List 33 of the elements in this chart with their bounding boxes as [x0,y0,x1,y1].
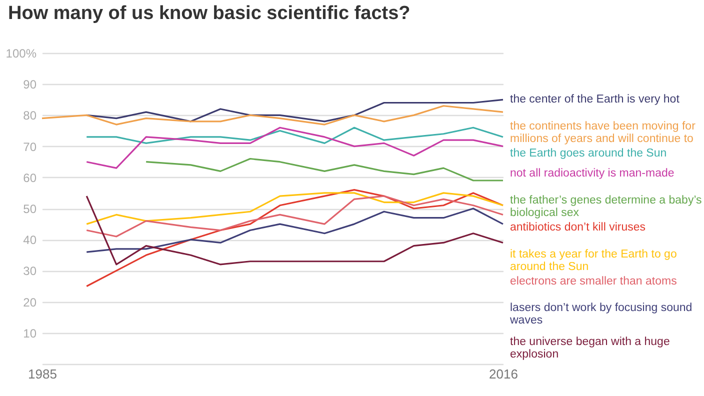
y-tick-label: 70 [23,140,37,154]
text: the universe began with a huge explosion [510,336,670,360]
x-tick-label: 2016 [489,366,518,382]
text: it takes a year for the Earth to go around the Sun [510,248,677,273]
line-series [41,105,504,126]
y-tick-label: 40 [23,233,37,248]
y-tick-label: 90 [23,78,37,92]
series-label: antibiotics don’t kill viruses [510,221,646,234]
line-series [86,189,504,288]
line-series [86,126,504,144]
y-tick-label: 60 [23,170,37,185]
y-tick-label: 30 [23,264,37,278]
series-label: not all radioactivity is man-made [510,168,674,180]
line-series [86,192,504,225]
line-series [86,195,504,238]
y-tick-label: 50 [23,202,37,216]
y-tick-label: 10 [23,326,37,340]
series-label: the continents have been moving for millions of years and will continue to [510,120,696,146]
line-series [145,158,504,182]
y-tick-label: 20 [23,295,37,310]
line-series [86,126,504,169]
line-series [86,208,504,253]
series-label: the Earth goes around the Sun [510,147,667,160]
y-tick-label: 80 [23,108,37,123]
chart-title: How many of us know basic scientific facts? [8,3,410,24]
x-tick-label: 1985 [28,366,57,382]
text: lasers don’t work by focusing sound waves [509,302,692,327]
text: electrons are smaller than atoms [510,275,678,288]
series-label: the father’s genes determine a baby’s biological sex [510,194,702,220]
line-series [86,195,504,266]
series-label: the center of the Earth is very hot [510,94,680,106]
y-tick-label: 100% [6,46,37,60]
line-series [86,98,504,122]
